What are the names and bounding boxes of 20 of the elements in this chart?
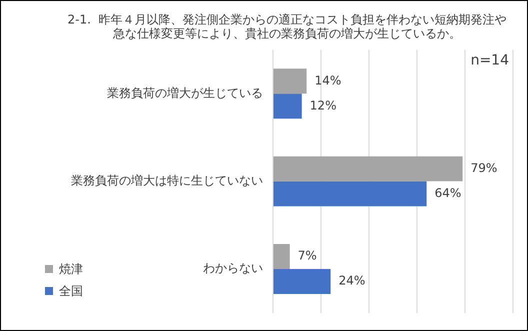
data-label: 79% [470, 160, 498, 175]
bar [274, 244, 290, 269]
bar [274, 94, 302, 119]
text: 2-1. 昨年４月以降、発注側企業からの適正なコスト負担を伴わない短納期発注や [67, 12, 507, 26]
y-tick-label: わからない [203, 261, 263, 276]
y-tick-label: 業務負荷の増大は特に生じていない [71, 173, 263, 188]
data-label: 64% [434, 186, 462, 200]
annotation: n=14 [470, 52, 510, 68]
legend-label: 焼津 [59, 260, 83, 278]
text: 急な仕様変更等により、貴社の業務負荷の増大が生じているか。 [113, 26, 461, 41]
data-label: 14% [314, 73, 342, 88]
y-tick-label: 業務負荷の増大が生じている [107, 86, 263, 100]
data-label: 24% [338, 274, 366, 288]
bar [274, 268, 331, 294]
legend-label: 全国 [59, 282, 83, 300]
bar [274, 181, 427, 206]
data-label: 12% [310, 98, 336, 112]
data-label: 7% [298, 248, 317, 263]
bar [274, 156, 463, 182]
bar [274, 68, 307, 94]
